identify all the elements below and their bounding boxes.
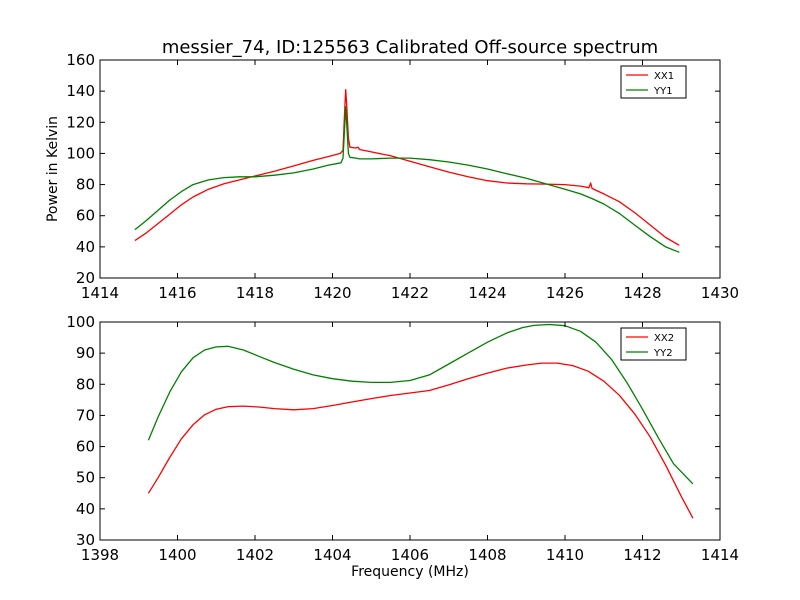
bottom-x-axis-label: Frequency (MHz) (351, 564, 469, 580)
top-y-tick-label: 20 (76, 269, 95, 287)
bottom-x-tick-label: 1412 (623, 546, 661, 564)
bottom-x-tick-label: 1400 (158, 546, 196, 564)
legend-label-yy1: YY1 (653, 86, 673, 97)
series-line-xx1 (134, 88, 680, 246)
bottom-y-tick-label: 40 (76, 500, 95, 518)
top-y-tick-label: 120 (66, 113, 95, 131)
top-x-tick-label: 1424 (468, 284, 506, 302)
bottom-x-tick-label: 1406 (391, 546, 429, 564)
top-y-tick-label: 160 (66, 51, 95, 69)
series-line-yy2 (147, 323, 694, 485)
top-x-tick-label: 1422 (391, 284, 429, 302)
bottom-x-tick-label: 1414 (701, 546, 739, 564)
bottom-x-tick-label: 1408 (468, 546, 506, 564)
top-y-tick-label: 60 (76, 207, 95, 225)
figure-title: messier_74, ID:125563 Calibrated Off-sou… (162, 37, 658, 58)
bottom-x-tick-label: 1404 (313, 546, 351, 564)
top-x-tick-label: 1414 (81, 284, 119, 302)
bottom-axis-ticks: 1398 1400 1402 1404 1406 1408 1410 1412 1414 30 40… (66, 313, 739, 564)
top-y-tick-label: 100 (66, 144, 95, 162)
bottom-x-tick-label: 1402 (236, 546, 274, 564)
top-y-tick-label: 40 (76, 238, 95, 256)
legend-label-xx2: XX2 (654, 333, 674, 344)
bottom-y-tick-label: 100 (66, 313, 95, 331)
bottom-series-lines (147, 323, 694, 519)
top-y-tick-label: 80 (76, 176, 95, 194)
bottom-y-tick-label: 70 (76, 406, 95, 424)
top-y-tick-label: 140 (66, 82, 95, 100)
top-x-tick-label: 1420 (313, 284, 351, 302)
bottom-y-tick-label: 30 (76, 531, 95, 549)
legend-label-xx1: XX1 (654, 71, 674, 82)
legend-label-yy2: YY2 (653, 348, 673, 359)
top-x-tick-label: 1416 (158, 284, 196, 302)
series-line-xx2 (147, 362, 694, 519)
top-x-tick-label: 1418 (236, 284, 274, 302)
top-x-tick-label: 1430 (701, 284, 739, 302)
bottom-y-tick-label: 80 (76, 375, 95, 393)
top-x-tick-label: 1426 (546, 284, 584, 302)
top-legend-box (620, 65, 687, 99)
top-axis-ticks: 1414 1416 1418 1420 1422 1424 1426 1428 1430 20 40… (66, 51, 739, 302)
bottom-x-tick-label: 1398 (81, 546, 119, 564)
top-series-lines (134, 88, 680, 253)
top-y-axis-label: Power in Kelvin (45, 116, 61, 222)
bottom-y-tick-label: 60 (76, 438, 95, 456)
bottom-x-tick-label: 1410 (546, 546, 584, 564)
bottom-legend-box (620, 327, 687, 361)
bottom-spectrum-panel: 1398 1400 1402 1404 1406 1408 1410 1412 1414 30 40… (66, 313, 739, 580)
top-x-tick-label: 1428 (623, 284, 661, 302)
series-line-yy1 (134, 106, 680, 253)
bottom-y-tick-label: 90 (76, 344, 95, 362)
bottom-y-tick-label: 50 (76, 469, 95, 487)
top-spectrum-panel: 1414 1416 1418 1420 1422 1424 1426 1428 1430 20 40… (45, 51, 739, 302)
